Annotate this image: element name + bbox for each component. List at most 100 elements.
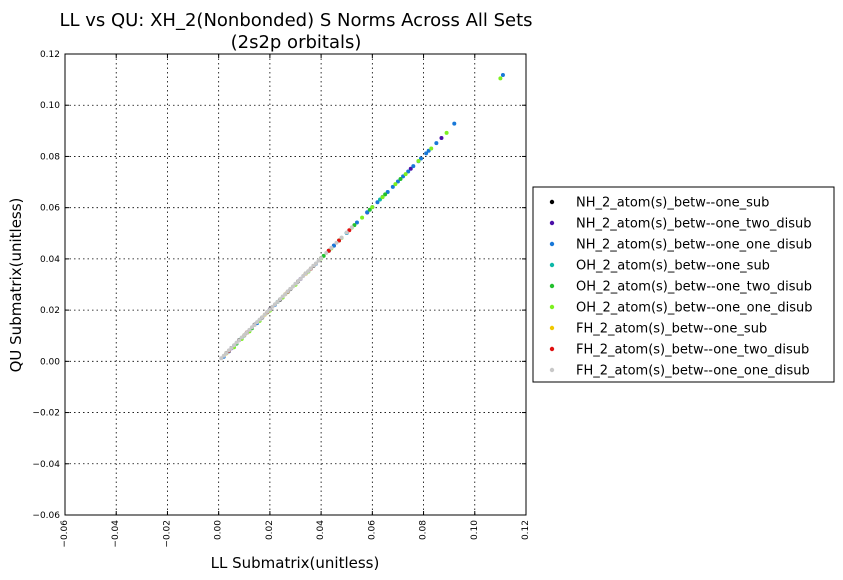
data-point (339, 235, 344, 240)
legend-marker (549, 283, 555, 289)
legend-marker (549, 325, 555, 331)
data-point (408, 166, 413, 171)
data-point (257, 317, 262, 322)
plot-frame (64, 53, 527, 516)
x-tick-label: −0.06 (60, 520, 70, 548)
legend-marker (549, 199, 555, 205)
data-point (360, 215, 365, 220)
data-point (252, 322, 257, 327)
data-point (234, 340, 239, 345)
y-tick-label: 0.08 (40, 152, 60, 162)
legend-entry-label: OH_2_atom(s)_betw--one_sub (576, 259, 770, 274)
data-point (244, 330, 249, 335)
y-tick-label: 0.12 (40, 50, 60, 60)
x-tick-label: 0.10 (470, 520, 480, 540)
data-point (452, 121, 457, 126)
legend-marker (549, 346, 555, 352)
legend-marker (549, 262, 555, 268)
data-point (383, 192, 388, 197)
y-tick-label: −0.04 (32, 460, 60, 470)
data-point (224, 351, 229, 356)
grid (65, 54, 526, 515)
legend-frame (532, 186, 835, 383)
data-point (278, 297, 283, 302)
data-point (275, 299, 280, 304)
data-point (270, 304, 275, 309)
chart-title: LL vs QU: XH_2(Nonbonded) S Norms Across… (59, 10, 532, 31)
x-tick-label: 0.00 (214, 520, 224, 540)
data-point (288, 286, 293, 291)
data-point (285, 289, 290, 294)
data-point (354, 220, 359, 225)
data-point (385, 190, 390, 195)
legend-marker (549, 304, 555, 310)
y-tick-label: 0.00 (40, 357, 60, 367)
data-point (242, 332, 247, 337)
data-point (324, 250, 329, 255)
data-point (411, 164, 416, 169)
x-tick-label: −0.04 (111, 520, 121, 548)
data-point (311, 263, 316, 268)
data-point (319, 256, 324, 261)
data-point (301, 274, 306, 279)
y-tick-label: 0.02 (40, 306, 60, 316)
data-point (306, 269, 311, 274)
x-tick-label: 0.06 (367, 520, 377, 540)
legend-entry-label: OH_2_atom(s)_betw--one_two_disub (576, 280, 812, 295)
data-point (426, 148, 431, 153)
y-tick-label: −0.06 (32, 511, 60, 521)
data-point (316, 258, 321, 263)
data-point (255, 320, 260, 325)
legend-entry-label: FH_2_atom(s)_betw--one_two_disub (576, 343, 809, 358)
data-points (219, 73, 505, 361)
x-tick-label: 0.02 (265, 520, 275, 540)
data-point (500, 73, 505, 78)
legend-entry-label: FH_2_atom(s)_betw--one_one_disub (576, 364, 810, 379)
y-tick-label: 0.06 (40, 204, 60, 214)
data-point (352, 223, 357, 228)
y-tick-label: 0.10 (40, 101, 60, 111)
legend-entry-label: NH_2_atom(s)_betw--one_two_disub (576, 217, 811, 232)
x-axis-label: LL Submatrix(unitless) (211, 554, 380, 572)
data-point (331, 243, 336, 248)
data-point (283, 292, 288, 297)
data-point (418, 156, 423, 161)
x-axis-ticks: −0.06 −0.04 −0.02 0.00 0.02 0.04 0.06 0.08 0.10 0… (60, 54, 531, 548)
legend-entry-label: NH_2_atom(s)_betw--one_sub (576, 196, 769, 211)
y-tick-label: 0.04 (40, 255, 60, 265)
y-tick-label: −0.02 (32, 409, 60, 419)
data-point (247, 327, 252, 332)
legend-entry-label: NH_2_atom(s)_betw--one_one_disub (576, 238, 812, 253)
data-point (424, 151, 429, 156)
data-point (375, 200, 380, 205)
x-tick-label: 0.12 (521, 520, 531, 540)
legend-marker (549, 241, 555, 247)
legend-marker (549, 220, 555, 226)
data-point (329, 245, 334, 250)
data-point (260, 315, 265, 320)
data-point (370, 205, 375, 210)
data-point (293, 281, 298, 286)
y-axis-ticks: −0.06 −0.04 −0.02 0.00 0.02 0.04 0.06 0.08 0.10 0… (32, 50, 526, 521)
data-point (326, 248, 331, 253)
legend-marker (549, 367, 555, 373)
data-point (232, 343, 237, 348)
data-point (280, 294, 285, 299)
data-point (303, 271, 308, 276)
data-point (273, 302, 278, 307)
data-point (334, 240, 339, 245)
x-tick-label: −0.02 (162, 520, 172, 548)
data-point (406, 169, 411, 174)
data-point (229, 346, 234, 351)
legend-entry-label: OH_2_atom(s)_betw--one_one_disub (576, 301, 813, 316)
data-point (395, 179, 400, 184)
data-point (393, 182, 398, 187)
data-point (226, 348, 231, 353)
data-point (265, 309, 270, 314)
x-tick-label: 0.08 (419, 520, 429, 540)
data-point (498, 76, 503, 81)
data-point (296, 279, 301, 284)
data-point (290, 284, 295, 289)
legend: NH_2_atom(s)_betw--one_sub NH_2_atom(s)_b… (532, 186, 835, 383)
